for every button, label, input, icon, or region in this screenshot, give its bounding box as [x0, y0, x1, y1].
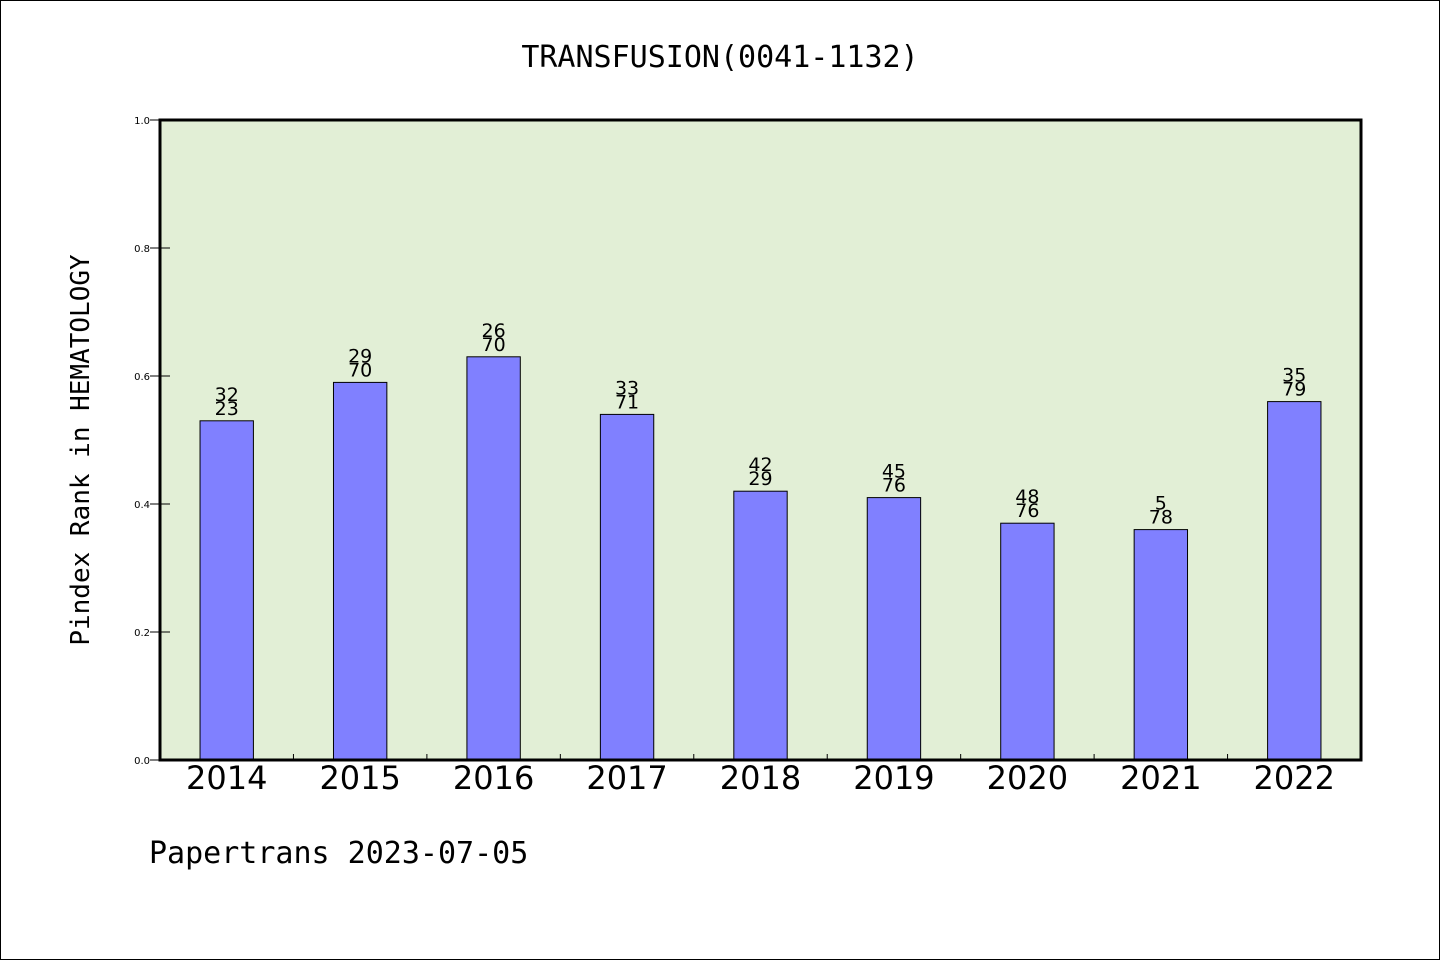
- bar-2021: [1133, 529, 1189, 761]
- x-tick-label: 2014: [186, 759, 267, 797]
- bar-label-bottom: 78: [1149, 507, 1173, 529]
- bar-label-bottom: 79: [1282, 379, 1306, 401]
- y-axis-label: Pindex Rank in HEMATOLOGY: [66, 254, 96, 646]
- bar-label-top: 26: [482, 320, 506, 342]
- bar-2019: [866, 497, 922, 761]
- axis-ticks: 2014 2015 2016 2017 2018 2019 2020 2021 2022 0.0 0…: [134, 116, 1335, 797]
- x-tick-label: 2022: [1254, 759, 1335, 797]
- bar-2014: [199, 420, 254, 761]
- y-tick-label: 0.0: [134, 756, 150, 767]
- bar-label-top: 48: [1015, 486, 1039, 508]
- x-tick-label: 2016: [453, 759, 534, 797]
- bar-2022: [1267, 401, 1322, 761]
- bar-label-top: 29: [348, 345, 372, 367]
- bar-2020: [1000, 522, 1055, 761]
- y-tick-label: 1.0: [134, 116, 150, 127]
- bar-label-bottom: 29: [748, 468, 772, 490]
- bar-2017: [599, 413, 655, 761]
- bar-label-top: 32: [215, 384, 239, 406]
- bar-2016: [466, 356, 521, 761]
- bar-label-bottom: 71: [615, 391, 639, 413]
- x-tick-label: 2019: [853, 759, 934, 797]
- y-tick-label: 0.6: [134, 372, 150, 383]
- bar-label-top: 45: [882, 461, 906, 483]
- bar-label-top: 33: [615, 377, 639, 399]
- x-tick-label: 2021: [1120, 759, 1201, 797]
- bar-label-bottom: 23: [215, 398, 239, 420]
- bar-label-top: 42: [748, 454, 772, 476]
- chart-title: TRANSFUSION(0041-1132): [521, 40, 918, 75]
- x-tick-label: 2020: [987, 759, 1068, 797]
- bar-label-bottom: 76: [882, 475, 906, 497]
- y-tick-label: 0.8: [134, 244, 150, 255]
- bar-label-top: 5: [1155, 493, 1167, 515]
- bar-label-bottom: 76: [1015, 500, 1039, 522]
- y-tick-label: 0.2: [134, 628, 150, 639]
- x-tick-label: 2018: [720, 759, 801, 797]
- x-tick-label: 2015: [319, 759, 400, 797]
- y-tick-label: 0.4: [134, 500, 150, 511]
- bar-2015: [332, 381, 388, 761]
- bar-label-top: 35: [1282, 365, 1306, 387]
- bar-2018: [733, 490, 788, 761]
- footer-credit: Papertrans 2023-07-05: [149, 836, 528, 871]
- bar-label-bottom: 70: [482, 334, 506, 356]
- bar-label-bottom: 70: [348, 359, 372, 381]
- plot-border: [158, 118, 1363, 762]
- x-tick-label: 2017: [586, 759, 667, 797]
